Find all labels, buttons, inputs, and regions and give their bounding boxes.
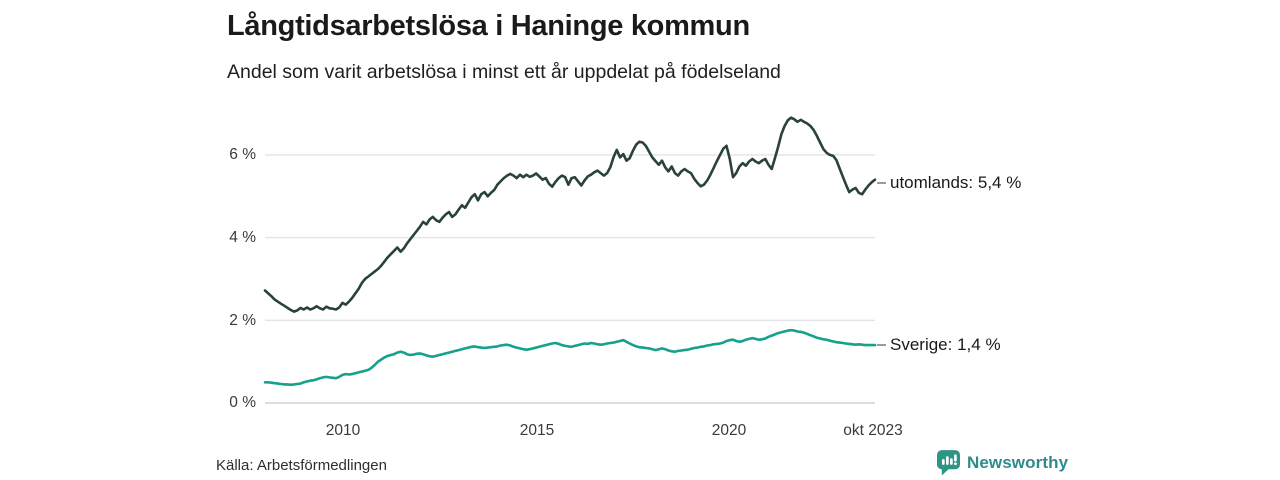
x-axis-tick-okt-2023: okt 2023 [843, 422, 903, 439]
newsworthy-logo-icon [937, 450, 960, 476]
x-axis-tick-2010: 2010 [325, 422, 361, 439]
source-note: Källa: Arbetsförmedlingen [216, 457, 387, 474]
chart-subtitle: Andel som varit arbetslösa i minst ett å… [227, 61, 781, 83]
sverige-tick-dash-icon [877, 344, 886, 346]
newsworthy-brand-name: Newsworthy [967, 453, 1069, 472]
y-axis-tick-6: 6 % [229, 146, 256, 163]
x-axis-tick-2020: 2020 [711, 422, 747, 439]
y-axis-tick-0: 0 % [229, 394, 256, 411]
y-axis-tick-4: 4 % [229, 229, 256, 246]
series-label-sverige: Sverige: 1,4 % [890, 335, 1001, 354]
utomlands-tick-dash-icon [877, 182, 886, 184]
page-title: Långtidsarbetslösa i Haninge kommun [227, 10, 750, 42]
x-axis-tick-2015: 2015 [519, 422, 555, 439]
series-label-utomlands: utomlands: 5,4 % [890, 173, 1022, 192]
y-axis-tick-2: 2 % [229, 312, 256, 329]
newsworthy-brand: Newsworthy [937, 450, 1068, 476]
